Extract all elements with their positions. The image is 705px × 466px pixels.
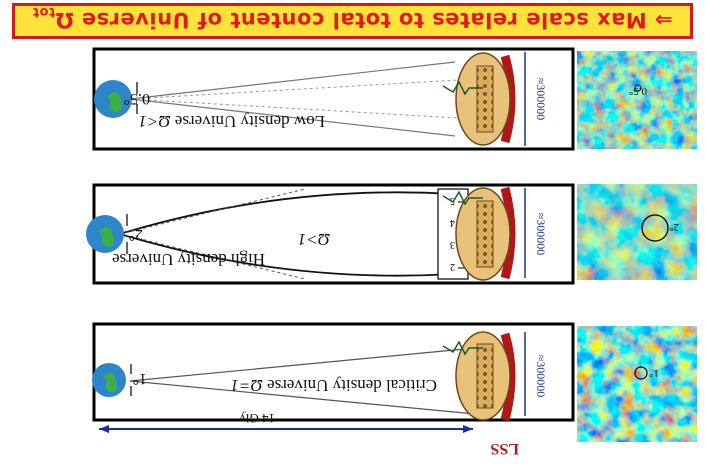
fluctuation-strip: [476, 343, 494, 409]
lss-band: [500, 186, 516, 280]
fluctuation-strip: [476, 65, 494, 133]
ruler-tick-label: 3: [450, 239, 455, 250]
map-circle: [634, 84, 642, 92]
zigzag: [442, 340, 483, 356]
lss-label: LSS: [490, 440, 519, 457]
map-angle-label: 0.5°: [629, 85, 647, 97]
panel-condition: Ω>1: [298, 230, 330, 249]
map-angle-label: 2°: [669, 221, 679, 233]
sight-line: [129, 347, 476, 382]
distance-label: ≈300000: [534, 355, 548, 398]
lss-band: [500, 54, 516, 144]
zigzag: [442, 190, 483, 206]
ruler-tick-label: 2: [450, 261, 455, 272]
earth-land-icon: [99, 227, 114, 247]
scale-label: 14 Gly: [239, 411, 275, 426]
panel-critical-density: 14 Gly Critical density Universe Ω=1 1° …: [92, 322, 697, 457]
cmb-map-noise: [577, 326, 697, 442]
panel-low-density: Low density Universe Ω<1 0.5° ≈300000 0.…: [92, 47, 697, 151]
earth-land-icon: [103, 372, 117, 392]
sight-line-dashed: [119, 233, 306, 280]
distance-label: ≈300000: [534, 78, 548, 121]
panel-title: High density Universe: [112, 250, 265, 269]
sight-line: [129, 380, 476, 415]
cmb-map-noise: [577, 184, 697, 280]
sight-line: [119, 191, 454, 235]
panel-title: Low density Universe Ω<1: [138, 112, 325, 131]
map-circle: [634, 366, 648, 380]
sight-line-dashed: [119, 188, 306, 235]
zigzag: [442, 80, 483, 96]
sight-line: [129, 98, 456, 137]
earth-land-icon: [107, 92, 122, 112]
distance-label: ≈300000: [534, 213, 548, 256]
angle-label: 2°: [129, 226, 143, 243]
cmb-map-critical: 1°: [577, 326, 697, 442]
ruler-tick-label: 5: [450, 195, 455, 206]
cmb-map-high: 2°: [577, 184, 697, 280]
ruler-tick-label: 4: [450, 217, 455, 228]
sight-line: [129, 61, 456, 100]
panel-title: Critical density Universe Ω=1: [231, 376, 437, 395]
map-angle-label: 1°: [649, 367, 659, 379]
scale-arrowhead: [463, 425, 473, 433]
angle-label: 1°: [133, 370, 147, 387]
map-circle: [641, 214, 669, 242]
scale-arrowhead: [99, 425, 109, 433]
cmb-map-noise: [577, 51, 697, 149]
fluctuation-strip: [476, 200, 494, 268]
sight-line: [119, 233, 454, 277]
panel-high-density: 2 3 4 5 High density Universe Ω>1 2° ≈30…: [86, 183, 697, 285]
cmb-map-low: 0.5°: [577, 51, 697, 149]
angle-label: 0.5°: [124, 90, 150, 107]
lss-band: [500, 332, 516, 422]
